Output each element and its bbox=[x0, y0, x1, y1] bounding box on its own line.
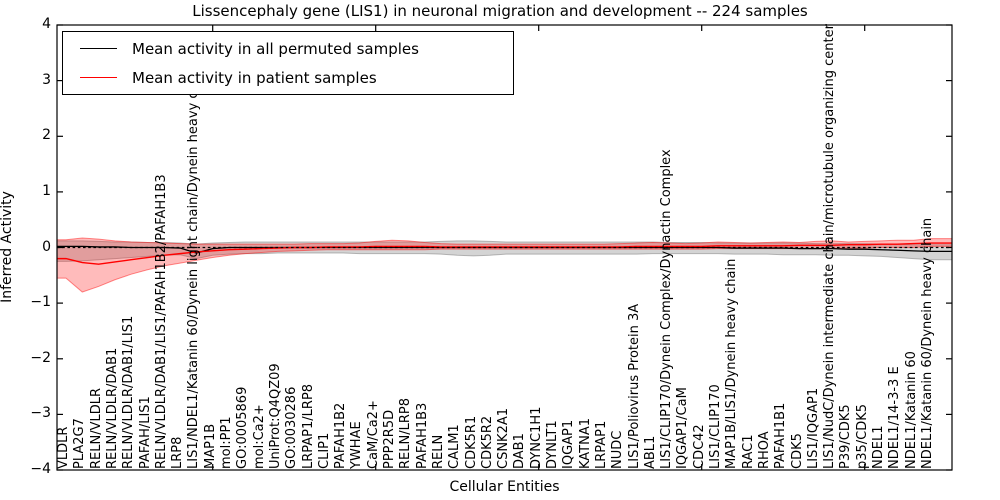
x-tick-label: LIS1/IQGAP1 bbox=[805, 387, 821, 469]
legend-item-permuted: Mean activity in all permuted samples bbox=[63, 35, 513, 63]
x-tick-label: RELN/VLDLR/DAB1/LIS1/PAFAH1B2/PAFAH1B3 bbox=[153, 174, 169, 469]
x-axis-label: Cellular Entities bbox=[449, 479, 560, 495]
chart-title: Lissencephaly gene (LIS1) in neuronal mi… bbox=[192, 2, 808, 20]
legend-label-permuted: Mean activity in all permuted samples bbox=[132, 39, 419, 58]
x-tick-label: CDK5 bbox=[789, 433, 805, 469]
x-tick-label: LRPAP1/LRP8 bbox=[300, 383, 316, 469]
x-tick-label: PAFAH1B3 bbox=[414, 402, 430, 469]
x-tick-label: PAFAH/LIS1 bbox=[137, 396, 153, 469]
x-tick-label: LRPAP1 bbox=[593, 420, 609, 469]
x-tick-label: NDEL1 bbox=[871, 425, 886, 469]
x-tick-label: LIS1/NudC/Dynein intermediate chain/micr… bbox=[822, 24, 838, 469]
x-tick-label: RELN/LRP8 bbox=[398, 398, 414, 469]
x-tick-label: CALM1 bbox=[447, 424, 463, 469]
x-tick-label: PLA2G7 bbox=[72, 418, 88, 469]
x-tick-label: CDK5R2 bbox=[479, 415, 495, 469]
x-tick-label: RELN/VLDLR/DAB1 bbox=[104, 347, 120, 469]
x-tick-label: LIS1/NDEL1/Katanin 60/Dynein light chain… bbox=[186, 63, 202, 469]
y-tick-label: −2 bbox=[30, 349, 51, 366]
permuted-line-sample bbox=[80, 48, 117, 49]
x-tick-label: DYNLT1 bbox=[545, 420, 560, 469]
x-tick-label: IQGAP1/CaM bbox=[675, 387, 691, 469]
y-tick-label: 1 bbox=[42, 182, 51, 199]
x-tick-label: ABL1 bbox=[642, 435, 658, 469]
legend-box: Mean activity in all permuted samples Me… bbox=[62, 31, 514, 95]
y-tick-label: −4 bbox=[30, 461, 51, 477]
x-tick-label: NDEL1/14-3-3 E bbox=[887, 366, 903, 469]
x-tick-label: LIS1/Poliovirus Protein 3A bbox=[626, 303, 642, 469]
x-tick-label: PAFAH1B2 bbox=[333, 402, 349, 469]
x-tick-label: GO:0005869 bbox=[235, 386, 251, 469]
x-tick-label: KATNA1 bbox=[577, 417, 593, 469]
x-tick-label: mol:PP1 bbox=[219, 416, 234, 469]
x-tick-label: CaM/Ca2+ bbox=[365, 400, 381, 469]
x-tick-label: MAP1B/LIS1/Dynein heavy chain bbox=[724, 258, 740, 469]
x-tick-label: P39/CDK5 bbox=[838, 404, 854, 469]
x-tick-label: CDC42 bbox=[691, 424, 707, 469]
x-tick-label: RELN/VLDLR bbox=[88, 387, 104, 469]
x-tick-label: RELN bbox=[430, 434, 446, 469]
x-tick-label: IQGAP1 bbox=[561, 419, 577, 469]
x-tick-label: VLDLR bbox=[56, 426, 71, 469]
x-tick-label: CSNK2A1 bbox=[496, 407, 512, 469]
x-tick-label: RAC1 bbox=[740, 434, 756, 469]
x-tick-label: DAB1 bbox=[512, 433, 528, 469]
x-tick-label: PAFAH1B1 bbox=[773, 402, 789, 469]
x-tick-label: NDEL1/Katanin 60/Dynein heavy chain bbox=[919, 217, 935, 469]
x-tick-label: mol:Ca2+ bbox=[251, 404, 267, 469]
x-tick-label: NDEL1/Katanin 60 bbox=[903, 351, 919, 469]
x-tick-label: DYNC1H1 bbox=[528, 406, 544, 469]
x-tick-label: YWHAE bbox=[349, 421, 365, 469]
x-tick-label: p35/CDK5 bbox=[854, 403, 870, 469]
x-tick-label: CLIP1 bbox=[316, 432, 332, 469]
patient-line-sample bbox=[80, 77, 117, 78]
x-tick-label: RHOA bbox=[756, 431, 772, 469]
x-tick-label: RELN/VLDLR/DAB1/LIS1 bbox=[121, 315, 137, 469]
x-tick-label: LRP8 bbox=[170, 436, 186, 469]
x-tick-label: GO:0030286 bbox=[284, 386, 300, 469]
x-tick-label: NUDC bbox=[610, 430, 626, 469]
x-tick-label: LIS1/CLIP170 bbox=[708, 384, 723, 469]
y-tick-label: 0 bbox=[42, 238, 51, 255]
x-tick-label: UniProt:Q4QZ09 bbox=[267, 363, 283, 469]
y-tick-label: 3 bbox=[42, 71, 51, 88]
y-tick-label: −3 bbox=[30, 405, 51, 422]
y-tick-label: 4 bbox=[42, 16, 51, 32]
y-tick-label: 2 bbox=[42, 127, 51, 144]
y-tick-label: −1 bbox=[30, 294, 51, 311]
patient-mean-line bbox=[56, 242, 952, 265]
x-tick-label: CDK5R1 bbox=[463, 415, 479, 469]
x-tick-label: MAP1B bbox=[202, 423, 218, 469]
x-tick-label: PPP2R5D bbox=[382, 409, 397, 469]
x-tick-label: LIS1/CLIP170/Dynein Complex/Dynactin Com… bbox=[659, 149, 675, 469]
legend-label-patient: Mean activity in patient samples bbox=[132, 68, 377, 87]
legend-item-patient: Mean activity in patient samples bbox=[63, 64, 513, 92]
